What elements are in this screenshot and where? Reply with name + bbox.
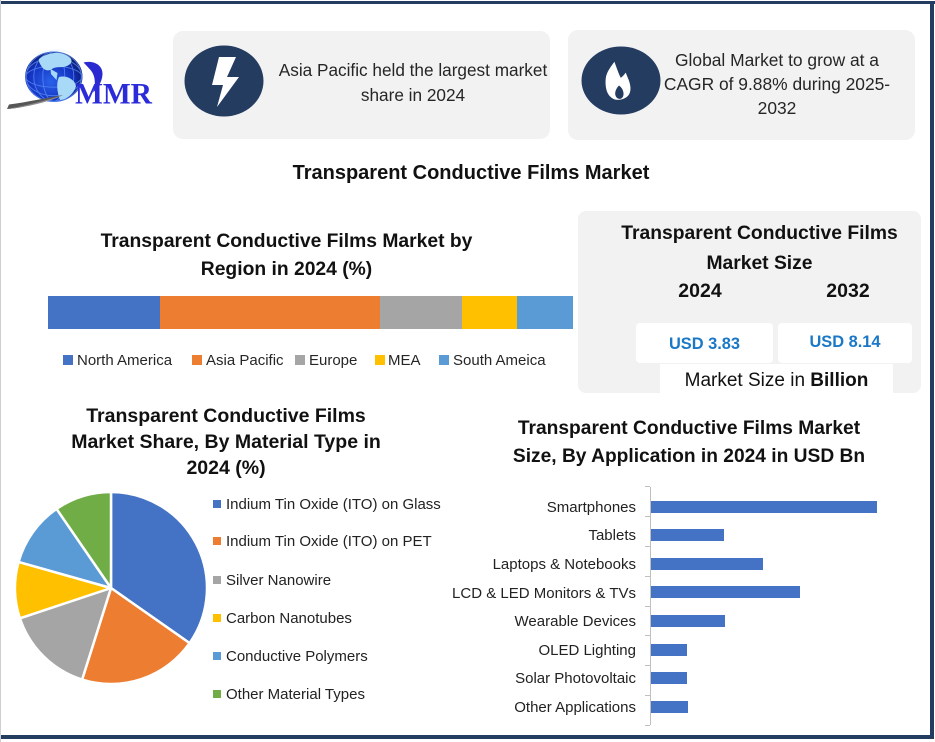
svg-text:MMR: MMR [75, 79, 153, 111]
